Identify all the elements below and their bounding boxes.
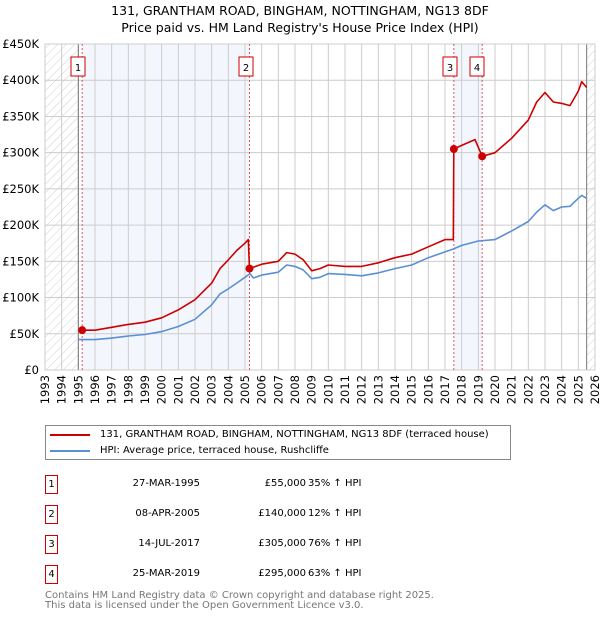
sales-table-row: 2 08-APR-2005 £140,000 12% ↑ HPI: [45, 505, 445, 525]
legend: 131, GRANTHAM ROAD, BINGHAM, NOTTINGHAM,…: [45, 425, 511, 460]
x-tick-label: 1995: [71, 375, 85, 404]
x-tick-label: 2009: [305, 375, 319, 404]
x-tick-label: 2003: [205, 375, 219, 404]
sale-price: £295,000: [258, 568, 306, 579]
x-tick-label: 2004: [221, 375, 235, 404]
x-tick-label: 2010: [321, 375, 335, 404]
sale-number-box: 2: [45, 505, 58, 524]
sales-table-row: 4 25-MAR-2019 £295,000 63% ↑ HPI: [45, 565, 445, 585]
x-tick-label: 2011: [338, 375, 352, 404]
sale-number-box: [238, 56, 254, 77]
sales-table-row: 3 14-JUL-2017 £305,000 76% ↑ HPI: [45, 535, 445, 555]
sale-number-box: 1: [45, 475, 58, 494]
sale-hpi-change: 12% ↑ HPI: [308, 508, 362, 519]
sale-point: [449, 145, 458, 154]
sale-number-box: 4: [45, 565, 58, 584]
x-tick-label: 2023: [538, 375, 552, 404]
x-tick-label: 2024: [555, 375, 569, 404]
sale-point: [478, 152, 487, 161]
x-tick-label: 2018: [455, 375, 469, 404]
sale-point: [245, 264, 254, 273]
blue-line-swatch: [50, 449, 90, 452]
ownership-shade-2: [453, 44, 483, 370]
footer-licence: This data is licensed under the Open Gov…: [45, 600, 364, 611]
chart-title: 131, GRANTHAM ROAD, BINGHAM, NOTTINGHAM,…: [111, 3, 489, 18]
legend-item-property: 131, GRANTHAM ROAD, BINGHAM, NOTTINGHAM,…: [50, 429, 489, 440]
sale-date: 08-APR-2005: [135, 508, 200, 519]
x-tick-label: 2002: [188, 375, 202, 404]
sale-number-label: 2: [243, 63, 249, 74]
sale-hpi-change: 76% ↑ HPI: [308, 538, 362, 549]
sale-number-box: 3: [45, 535, 58, 554]
y-tick-label: £50K: [10, 327, 40, 341]
x-tick-label: 2017: [438, 375, 452, 404]
sale-price: £305,000: [258, 538, 306, 549]
x-tick-label: 1993: [38, 375, 52, 404]
legend-label: 131, GRANTHAM ROAD, BINGHAM, NOTTINGHAM,…: [100, 429, 489, 440]
sale-number-label: 1: [75, 63, 81, 74]
x-tick-label: 2007: [271, 375, 285, 404]
sale-hpi-change: 35% ↑ HPI: [308, 478, 362, 489]
y-tick-label: £400K: [2, 73, 39, 87]
sale-number-box: [469, 56, 485, 77]
x-tick-label: 2008: [288, 375, 302, 404]
sale-price: £55,000: [264, 478, 306, 489]
y-tick-label: £300K: [2, 146, 39, 160]
red-line-swatch: [50, 433, 90, 436]
sale-date: 14-JUL-2017: [138, 538, 200, 549]
x-tick-label: 2015: [405, 375, 419, 404]
y-tick-label: £350K: [2, 109, 39, 123]
footer-copyright: Contains HM Land Registry data © Crown c…: [45, 590, 434, 601]
x-tick-label: 2014: [388, 375, 402, 404]
x-tick-label: 2005: [238, 375, 252, 404]
price-chart: £0 £50K £100K £150K £200K £250K £300K £350K £400…: [2, 37, 600, 404]
sale-date: 27-MAR-1995: [132, 478, 200, 489]
x-tick-label: 2006: [255, 375, 269, 404]
sale-number-label: 3: [447, 63, 453, 74]
y-tick-label: £0: [24, 363, 39, 377]
ownership-shade-1: [82, 44, 250, 370]
hpi-series-line: [78, 194, 588, 341]
sales-table-row: 1 27-MAR-1995 £55,000 35% ↑ HPI: [45, 475, 445, 495]
sale-hpi-change: 63% ↑ HPI: [308, 568, 362, 579]
sale-point: [78, 326, 87, 335]
x-tick-label: 2012: [355, 375, 369, 404]
x-tick-label: 2019: [471, 375, 485, 404]
hatch-after-data: [586, 44, 595, 370]
x-tick-label: 1997: [105, 375, 119, 404]
x-tick-label: 1994: [55, 375, 69, 404]
x-tick-label: 2022: [521, 375, 535, 404]
x-tick-label: 2026: [588, 375, 600, 404]
y-tick-label: £250K: [2, 182, 39, 196]
chart-subtitle: Price paid vs. HM Land Registry's House …: [121, 20, 479, 35]
sale-number-box: [70, 56, 86, 77]
y-tick-label: £450K: [2, 37, 39, 51]
plot-border: [44, 43, 596, 371]
x-tick-label: 2001: [171, 375, 185, 404]
y-tick-label: £100K: [2, 291, 39, 305]
x-tick-label: 2020: [488, 375, 502, 404]
y-tick-label: £200K: [2, 218, 39, 232]
x-tick-label: 1999: [138, 375, 152, 404]
price-series-line: [82, 80, 588, 331]
x-tick-label: 2025: [571, 375, 585, 404]
x-tick-label: 2000: [155, 375, 169, 404]
legend-label: HPI: Average price, terraced house, Rush…: [100, 445, 329, 456]
y-tick-label: £150K: [2, 254, 39, 268]
sale-number-label: 4: [474, 63, 480, 74]
x-tick-label: 2021: [505, 375, 519, 404]
legend-item-hpi: HPI: Average price, terraced house, Rush…: [50, 445, 329, 456]
sale-date: 25-MAR-2019: [132, 568, 200, 579]
x-tick-label: 2016: [421, 375, 435, 404]
x-tick-label: 2013: [371, 375, 385, 404]
x-tick-label: 1996: [88, 375, 102, 404]
sale-number-box: [442, 56, 458, 77]
sale-price: £140,000: [258, 508, 306, 519]
x-tick-label: 1998: [121, 375, 135, 404]
